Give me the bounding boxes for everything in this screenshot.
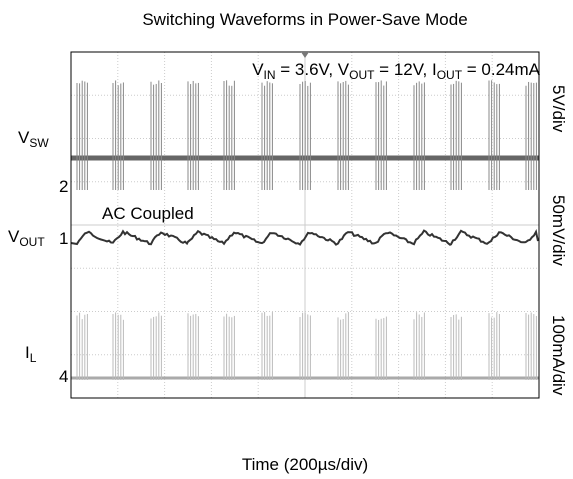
ch-scale: 100mA/div xyxy=(549,315,568,396)
waveforms xyxy=(70,80,539,380)
cond-sub: IN xyxy=(264,68,276,82)
cond-text: = 3.6V, V xyxy=(276,60,350,79)
vout-trace xyxy=(70,228,539,246)
cond-sub: OUT xyxy=(437,68,463,82)
ch-scale: 5V/div xyxy=(549,85,568,133)
cond-text: V xyxy=(252,60,264,79)
cond-sub: OUT xyxy=(349,68,375,82)
ch-marker: 4 xyxy=(59,367,68,386)
ch-scale: 50mV/div xyxy=(549,195,568,266)
channel-labels: VSW VOUT IL AC Coupled 2 1 4 5V/div 50mV… xyxy=(8,85,568,396)
conditions: VIN = 3.6V, VOUT = 12V, IOUT = 0.24mA xyxy=(252,60,540,82)
cond-text: = 0.24mA xyxy=(462,60,541,79)
ch-marker: 2 xyxy=(59,177,68,196)
ch-marker: 1 xyxy=(59,229,68,248)
title: Switching Waveforms in Power-Save Mode xyxy=(142,10,467,29)
cond-text: = 12V, I xyxy=(374,60,436,79)
ch-label: VSW xyxy=(18,128,49,150)
ch-label: VOUT xyxy=(8,227,45,249)
trigger-marker xyxy=(301,52,309,58)
x-label: Time (200µs/div) xyxy=(242,455,368,474)
ac-note: AC Coupled xyxy=(102,204,194,223)
ch-label: IL xyxy=(25,343,37,365)
